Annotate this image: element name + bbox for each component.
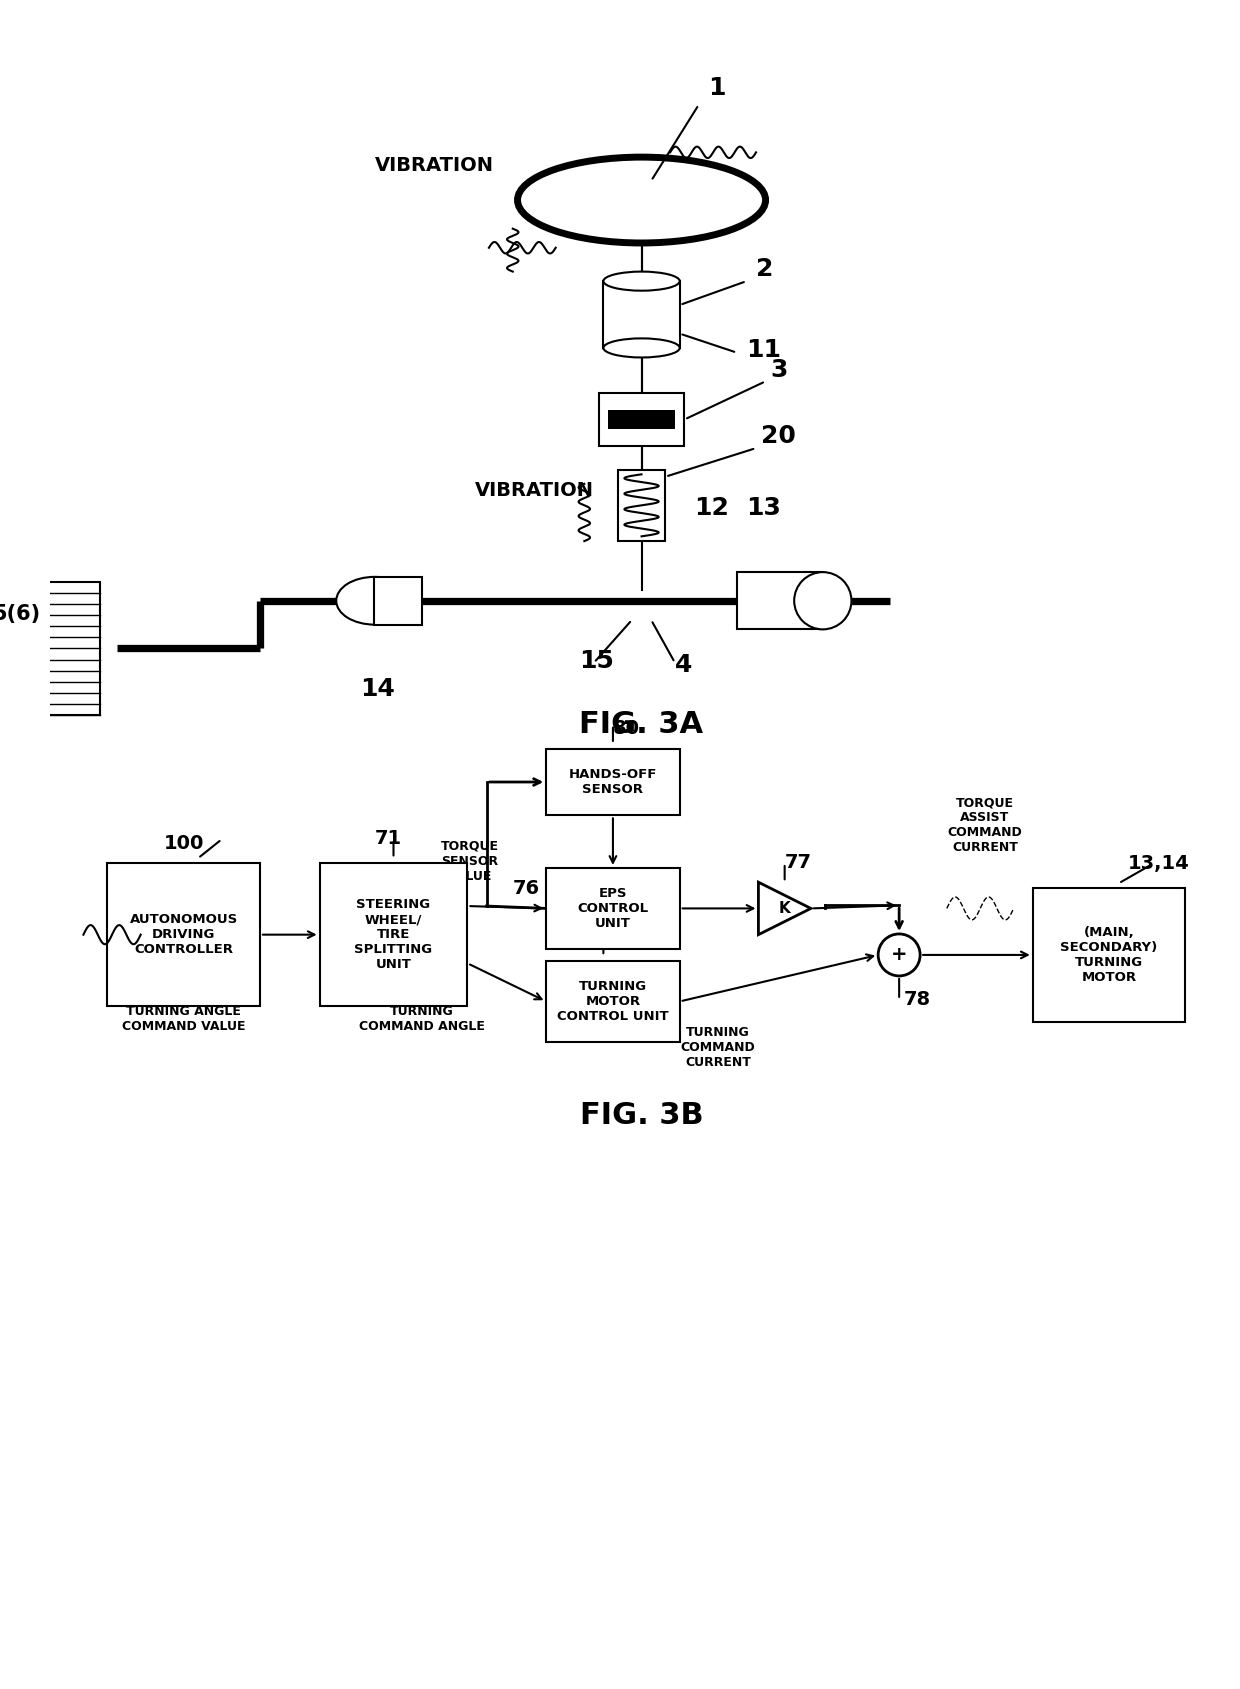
Ellipse shape: [517, 157, 765, 243]
Text: 13: 13: [746, 497, 781, 520]
Text: STEERING
WHEEL/
TIRE
SPLITTING
UNIT: STEERING WHEEL/ TIRE SPLITTING UNIT: [355, 899, 433, 971]
Ellipse shape: [604, 338, 680, 358]
FancyBboxPatch shape: [618, 470, 666, 540]
Text: TURNING
COMMAND ANGLE: TURNING COMMAND ANGLE: [360, 1005, 485, 1034]
Text: 2: 2: [756, 257, 774, 282]
FancyBboxPatch shape: [737, 573, 823, 630]
Ellipse shape: [336, 578, 413, 625]
Text: 5(6): 5(6): [0, 605, 41, 623]
Text: 100: 100: [164, 834, 203, 853]
Circle shape: [878, 934, 920, 976]
Polygon shape: [759, 882, 811, 934]
FancyBboxPatch shape: [108, 863, 260, 1007]
Text: 12: 12: [694, 497, 729, 520]
Text: TORQUE
ASSIST
COMMAND
CURRENT: TORQUE ASSIST COMMAND CURRENT: [947, 796, 1022, 855]
Text: EPS
CONTROL
UNIT: EPS CONTROL UNIT: [578, 887, 649, 931]
Text: TURNING ANGLE
COMMAND VALUE: TURNING ANGLE COMMAND VALUE: [122, 1005, 246, 1034]
Text: HANDS-OFF
SENSOR: HANDS-OFF SENSOR: [569, 768, 657, 796]
Text: 78: 78: [904, 990, 931, 1008]
FancyBboxPatch shape: [546, 868, 680, 949]
Text: 75: 75: [604, 932, 630, 951]
Text: TORQUE
SENSOR
VALUE: TORQUE SENSOR VALUE: [441, 839, 498, 883]
Text: FIG. 3A: FIG. 3A: [579, 711, 703, 740]
Text: 76: 76: [513, 878, 539, 899]
Text: 11: 11: [746, 338, 781, 363]
Text: +: +: [890, 946, 908, 964]
FancyBboxPatch shape: [604, 280, 680, 348]
FancyBboxPatch shape: [374, 578, 422, 625]
Text: 80: 80: [613, 720, 640, 738]
Text: VIBRATION: VIBRATION: [374, 157, 494, 176]
Text: 15: 15: [579, 649, 614, 672]
Text: TURNING
MOTOR
CONTROL UNIT: TURNING MOTOR CONTROL UNIT: [557, 980, 668, 1024]
Text: 77: 77: [785, 853, 812, 872]
Text: FIG. 3B: FIG. 3B: [580, 1101, 703, 1130]
Text: 71: 71: [374, 829, 402, 848]
Text: 14: 14: [360, 677, 396, 701]
Text: 13,14: 13,14: [1128, 855, 1190, 873]
Text: 4: 4: [675, 654, 692, 677]
FancyBboxPatch shape: [546, 748, 680, 816]
Text: 20: 20: [761, 424, 796, 448]
FancyBboxPatch shape: [1033, 888, 1185, 1022]
FancyBboxPatch shape: [320, 863, 467, 1007]
Text: K: K: [779, 900, 791, 915]
Text: 3: 3: [770, 358, 787, 382]
Ellipse shape: [604, 272, 680, 291]
Text: TURNING
COMMAND
CURRENT: TURNING COMMAND CURRENT: [681, 1025, 755, 1069]
Text: 1: 1: [708, 76, 725, 100]
FancyBboxPatch shape: [546, 961, 680, 1042]
Text: VIBRATION: VIBRATION: [475, 481, 594, 500]
Ellipse shape: [794, 573, 852, 630]
FancyBboxPatch shape: [599, 394, 684, 446]
Text: (MAIN,
SECONDARY)
TURNING
MOTOR: (MAIN, SECONDARY) TURNING MOTOR: [1060, 926, 1158, 985]
Text: AUTONOMOUS
DRIVING
CONTROLLER: AUTONOMOUS DRIVING CONTROLLER: [129, 914, 238, 956]
FancyBboxPatch shape: [608, 410, 675, 429]
